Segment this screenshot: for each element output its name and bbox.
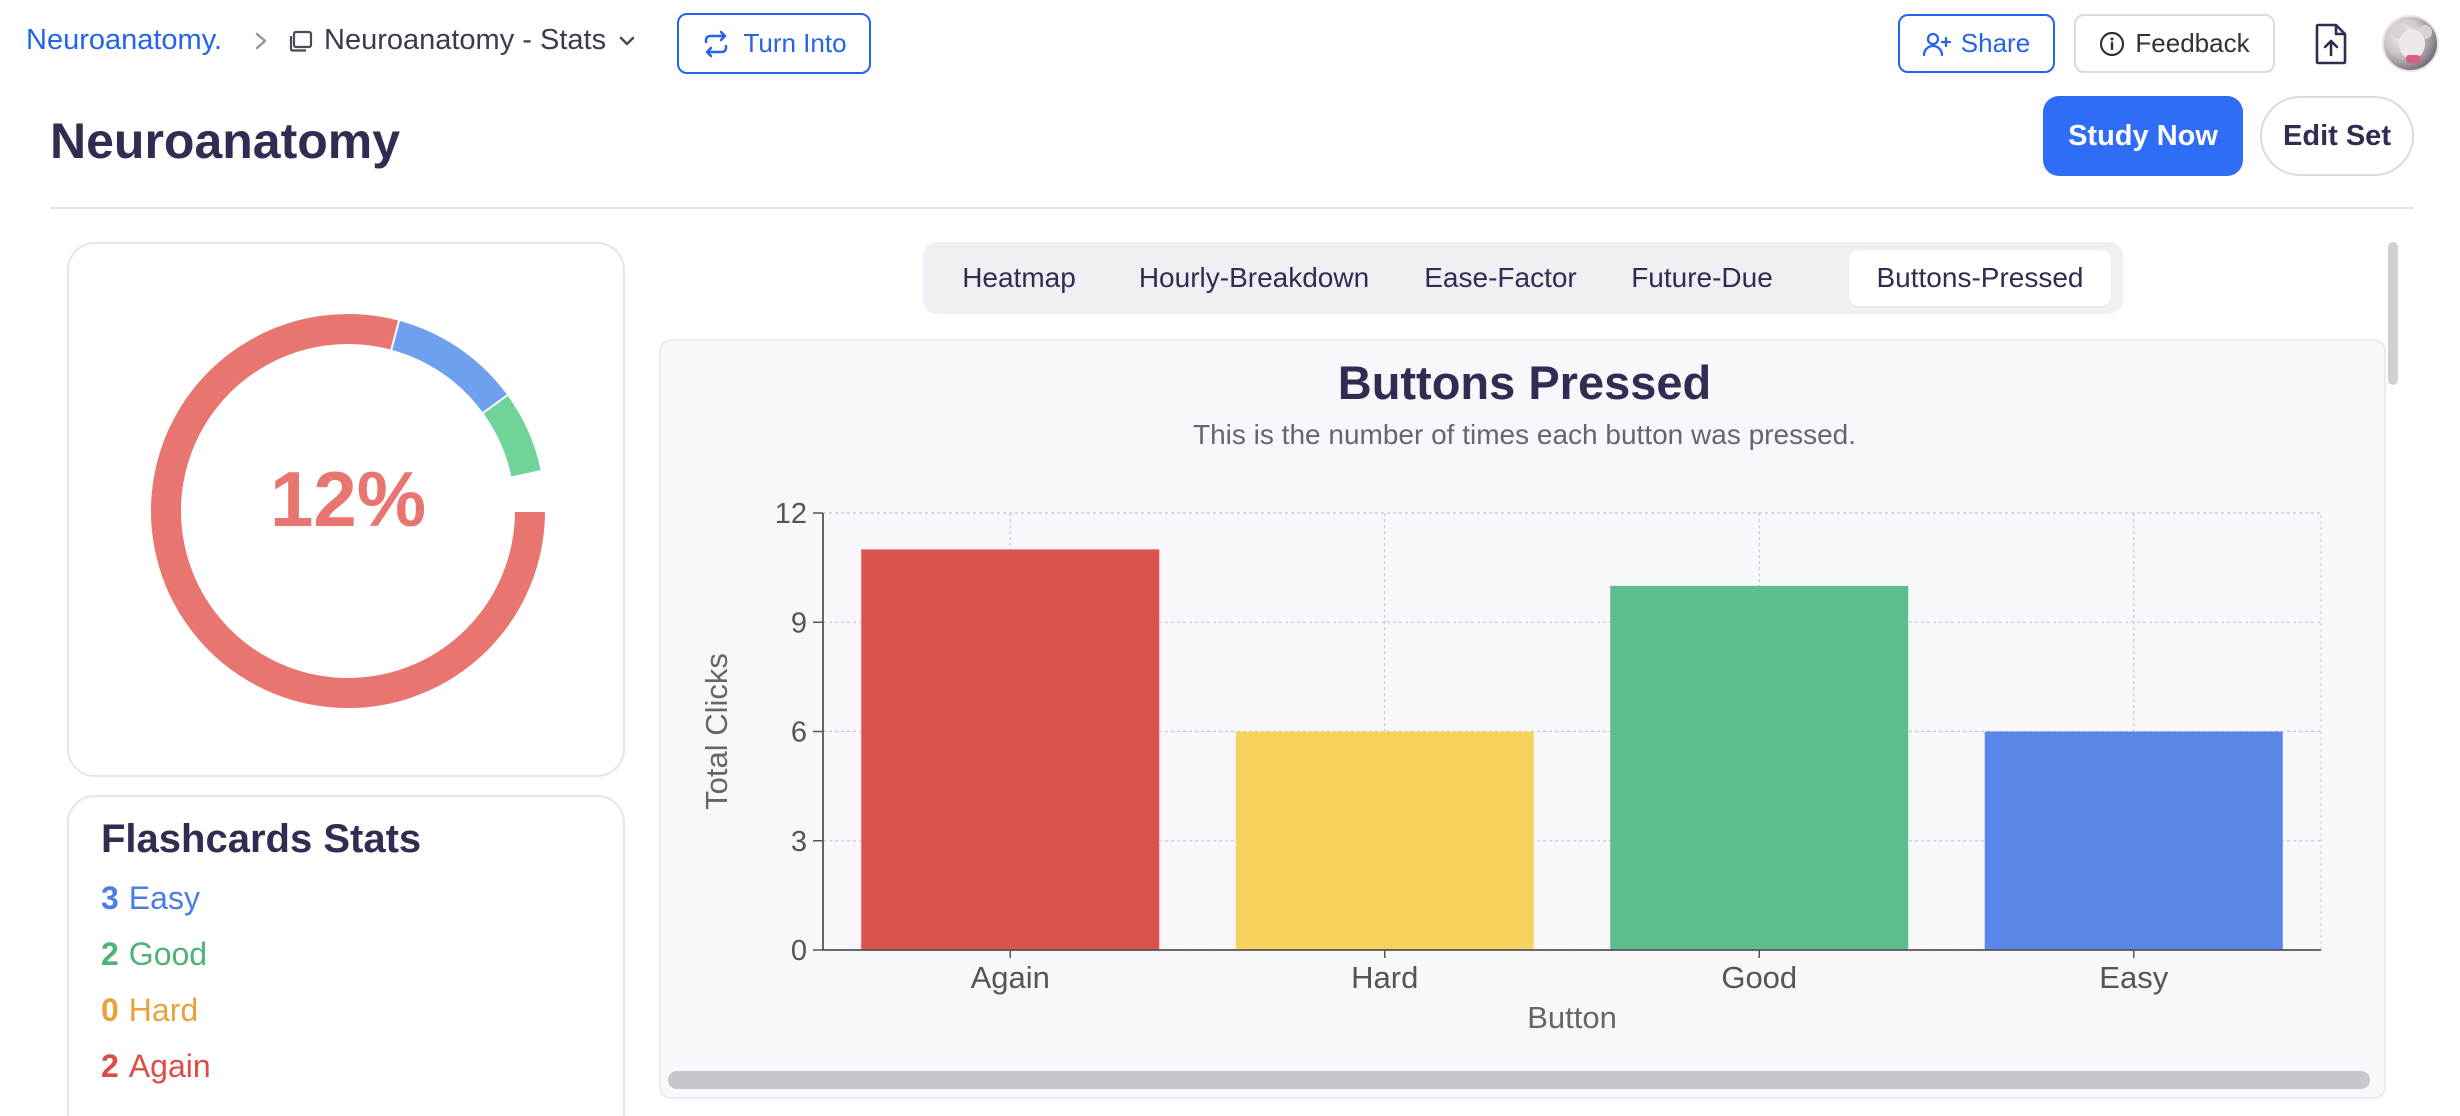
- progress-donut: [151, 314, 545, 708]
- user-plus-icon: [1922, 32, 1951, 56]
- y-axis-label: Total Clicks: [699, 653, 734, 810]
- stat-count: 2: [101, 1048, 119, 1084]
- bar-good: [1610, 585, 1909, 950]
- study-now-button[interactable]: Study Now: [2043, 96, 2243, 176]
- y-tick-label: 6: [791, 717, 807, 749]
- flashcard-stats-title: Flashcards Stats: [101, 817, 422, 861]
- horizontal-scrollbar[interactable]: [668, 1071, 2370, 1089]
- page-icon: [289, 30, 313, 52]
- stat-label: Hard: [128, 992, 199, 1028]
- stat-row-hard: 0 Hard: [101, 992, 198, 1029]
- chevron-down-icon: [619, 36, 635, 45]
- bar-easy: [1984, 731, 2283, 950]
- turn-into-button[interactable]: Turn Into: [677, 13, 871, 74]
- stat-row-good: 2 Good: [101, 936, 207, 973]
- progress-percent: 12%: [269, 455, 427, 543]
- chart-title: Buttons Pressed: [1337, 356, 1712, 409]
- share-label: Share: [1960, 28, 2031, 58]
- tab-ease-factor[interactable]: Ease-Factor: [1424, 262, 1577, 293]
- bar-again: [861, 549, 1160, 950]
- stat-label: Easy: [128, 880, 200, 916]
- top-bar: Neuroanatomy. Neuroanatomy - Stats Turn …: [0, 0, 2460, 88]
- avatar[interactable]: [2382, 15, 2439, 72]
- bar-hard: [1235, 731, 1534, 950]
- x-tick-label: Hard: [1351, 960, 1418, 995]
- stat-label: Again: [128, 1048, 211, 1084]
- progress-card: 12%: [67, 242, 625, 777]
- header-divider: [50, 207, 2414, 209]
- feedback-button[interactable]: Feedback: [2074, 14, 2275, 73]
- donut-segment-easy: [390, 320, 508, 414]
- stat-count: 3: [101, 880, 119, 916]
- y-tick-label: 12: [775, 498, 807, 530]
- donut-segment-again: [151, 314, 545, 708]
- x-axis-label: Button: [1527, 1000, 1617, 1035]
- file-upload-icon[interactable]: [2310, 22, 2352, 66]
- donut-separator: [390, 320, 400, 350]
- breadcrumb-current-page[interactable]: Neuroanatomy - Stats: [288, 24, 638, 57]
- stat-row-easy: 3 Easy: [101, 880, 200, 917]
- tab-hourly-breakdown[interactable]: Hourly-Breakdown: [1138, 262, 1370, 293]
- stats-tabs: Heatmap Hourly-Breakdown Ease-Factor Fut…: [923, 242, 2123, 314]
- breadcrumb-page-label: Neuroanatomy - Stats: [324, 24, 607, 56]
- tab-future-due[interactable]: Future-Due: [1631, 262, 1773, 293]
- stat-label: Good: [128, 936, 208, 972]
- breadcrumb-root-link[interactable]: Neuroanatomy.: [26, 24, 223, 56]
- stat-count: 0: [101, 992, 119, 1028]
- chevron-right-icon: [255, 32, 267, 50]
- stat-row-again: 2 Again: [101, 1048, 211, 1085]
- y-tick-label: 3: [791, 826, 807, 858]
- share-button[interactable]: Share: [1898, 14, 2055, 73]
- donut-separator: [482, 394, 508, 414]
- feedback-label: Feedback: [2135, 28, 2250, 58]
- edit-set-button[interactable]: Edit Set: [2260, 96, 2414, 176]
- x-tick-label: Easy: [2099, 960, 2168, 995]
- chart-panel: Buttons Pressed This is the number of ti…: [659, 339, 2386, 1099]
- buttons-pressed-chart: 0 3 6 9 12 Again Hard Good Easy Button Total Click…: [699, 498, 2322, 1035]
- donut-segment-good: [482, 395, 541, 477]
- turn-into-label: Turn Into: [743, 28, 847, 58]
- flashcard-stats-card: Flashcards Stats 3 Easy 2 Good 0 Hard 2 Agai…: [67, 795, 625, 1116]
- stat-count: 2: [101, 936, 119, 972]
- y-tick-label: 0: [791, 935, 807, 967]
- page-title: Neuroanatomy: [50, 113, 401, 169]
- repeat-icon: [705, 30, 728, 57]
- tab-buttons-pressed[interactable]: Buttons-Pressed: [1849, 250, 2111, 306]
- y-tick-label: 9: [791, 607, 807, 639]
- tab-heatmap[interactable]: Heatmap: [962, 262, 1076, 293]
- vertical-scrollbar[interactable]: [2388, 242, 2398, 385]
- chart-subtitle: This is the number of times each button …: [1193, 419, 1856, 450]
- x-tick-label: Again: [971, 960, 1050, 995]
- x-tick-label: Good: [1721, 960, 1797, 995]
- info-icon: [2100, 31, 2125, 56]
